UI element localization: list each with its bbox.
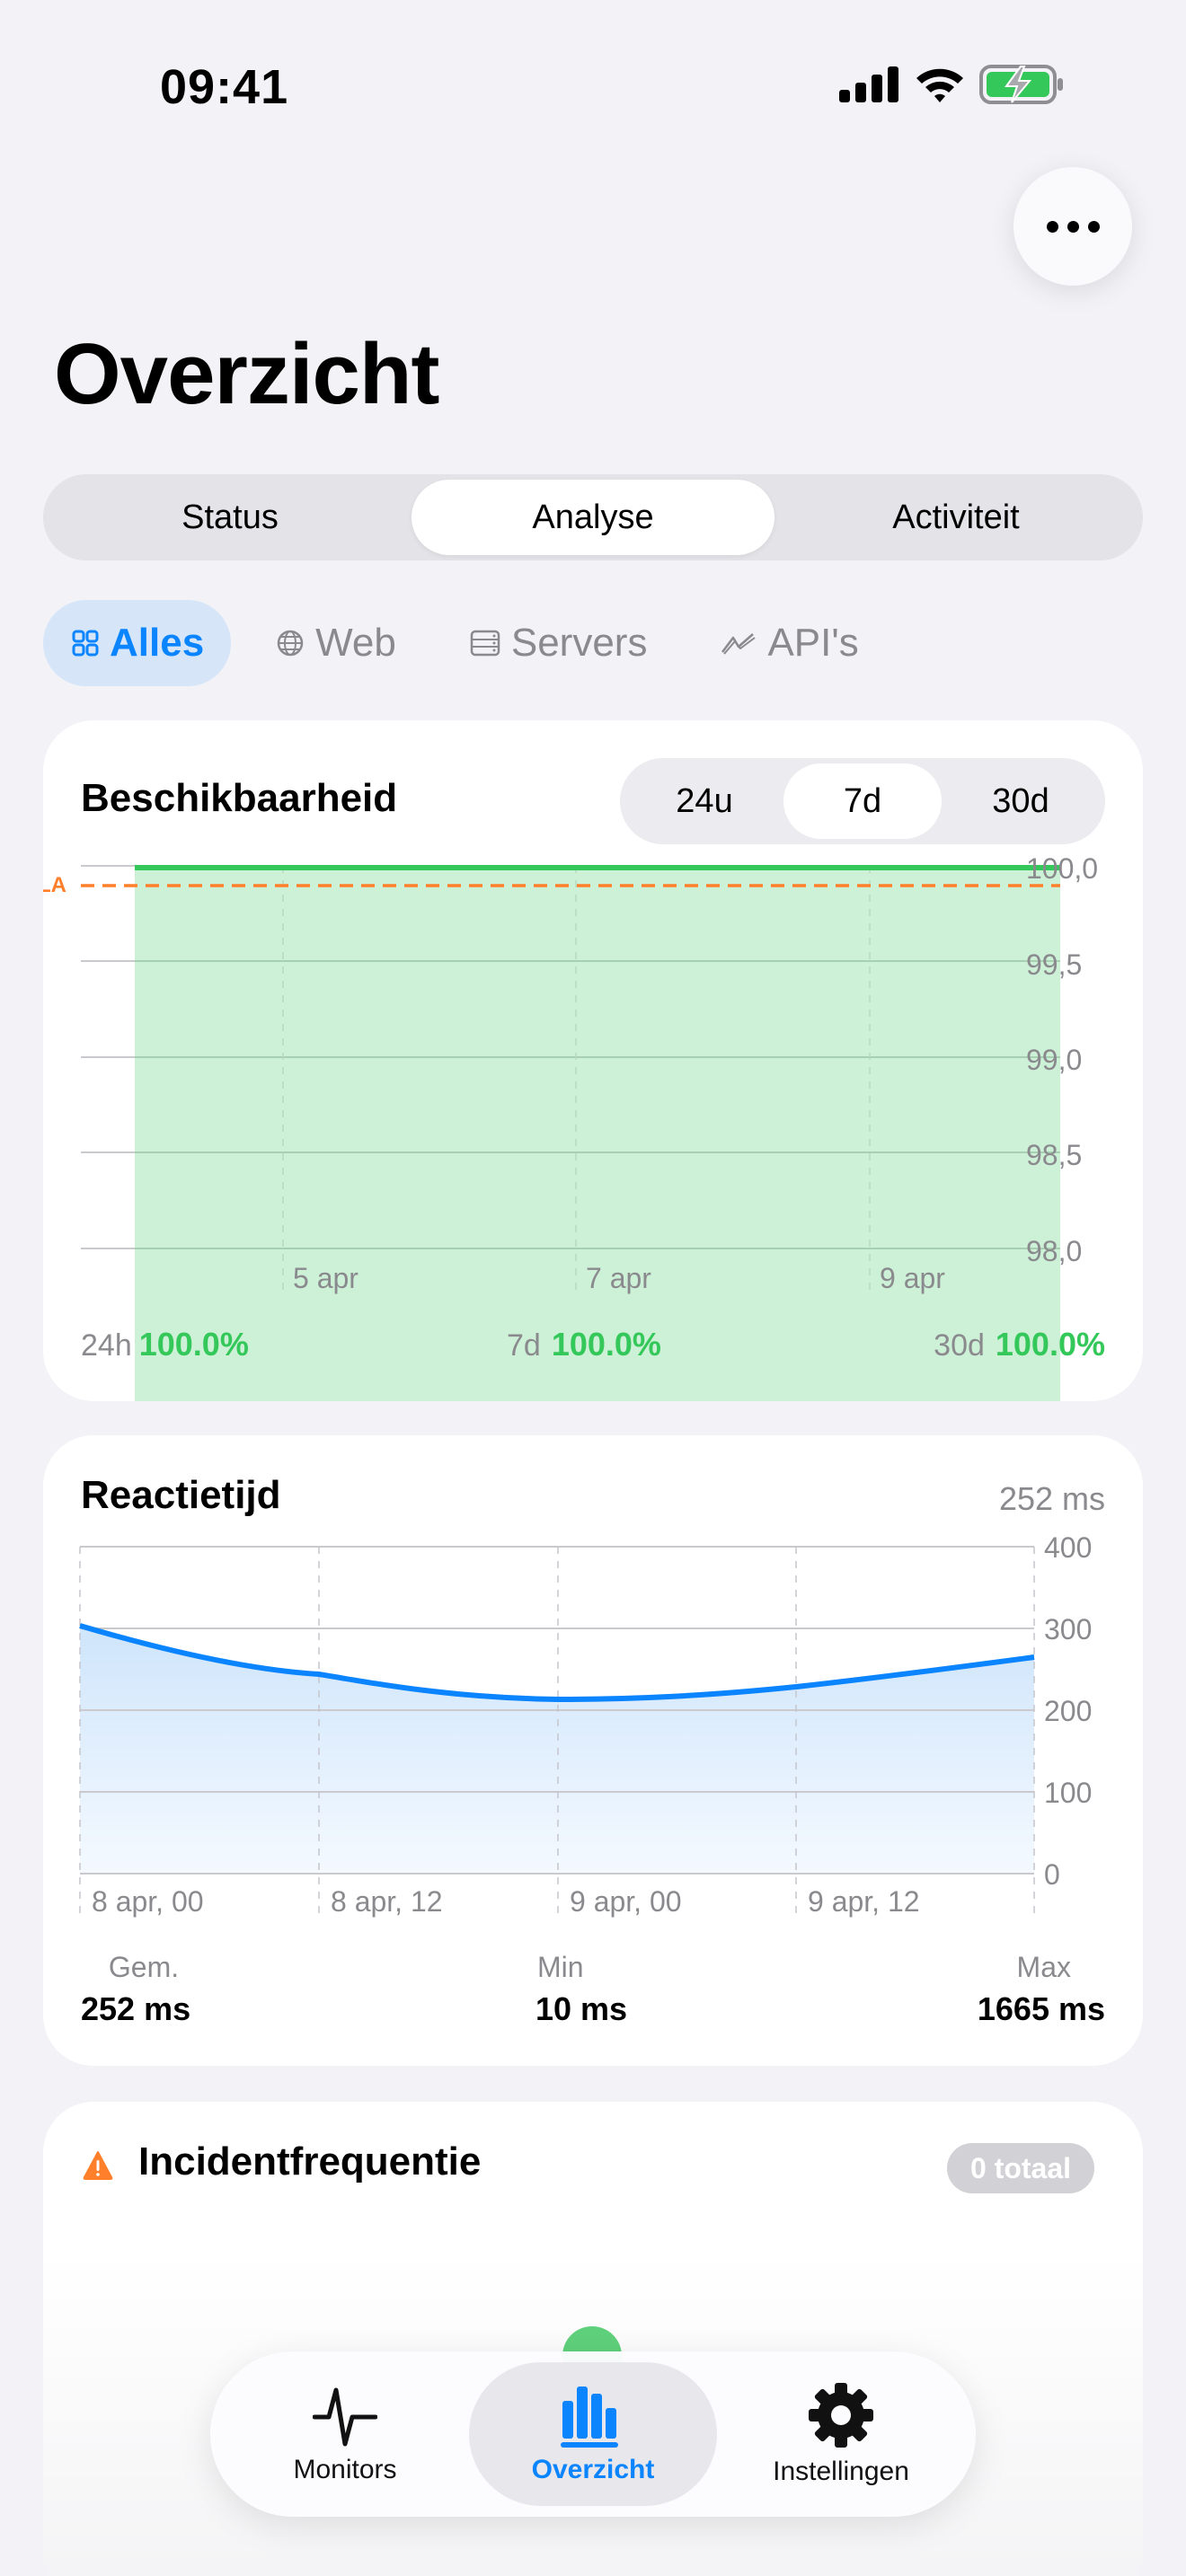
- view-segmented-control: Status Analyse Activiteit: [43, 474, 1143, 560]
- segment-status[interactable]: Status: [181, 498, 279, 536]
- more-button[interactable]: [1013, 167, 1132, 286]
- stat-avg-label: Gem.: [108, 1951, 180, 1983]
- svg-text:9 apr, 00: 9 apr, 00: [570, 1885, 682, 1918]
- grid-icon: [72, 630, 99, 657]
- svg-text:9 apr, 12: 9 apr, 12: [808, 1885, 920, 1918]
- summary-7d-label: 7d: [507, 1328, 541, 1363]
- sla-label: LA: [43, 873, 66, 897]
- range-30d[interactable]: 30d: [992, 781, 1049, 820]
- filter-apis[interactable]: API's: [692, 600, 887, 686]
- status-time: 09:41: [160, 60, 289, 114]
- stat-avg: Gem.: [81, 1951, 207, 1984]
- heartbeat-icon: [313, 2387, 377, 2447]
- svg-text:400: 400: [1044, 1531, 1092, 1564]
- filter-chips: Alles Web Servers API's: [43, 600, 888, 686]
- status-icons: [839, 65, 1066, 104]
- range-segmented-control: 24u 7d 30d: [620, 758, 1105, 844]
- svg-text:5 apr: 5 apr: [293, 1262, 358, 1294]
- svg-text:99,5: 99,5: [1026, 948, 1082, 981]
- cellular-signal-icon: [839, 66, 898, 102]
- battery-charging-icon: [979, 65, 1063, 104]
- summary-30d-label: 30d: [934, 1328, 985, 1363]
- stat-max-label: Max: [1016, 1951, 1071, 1983]
- stat-max-value: 1665 ms: [977, 1990, 1105, 2027]
- svg-text:98,5: 98,5: [1026, 1139, 1082, 1171]
- range-24u[interactable]: 24u: [676, 781, 733, 820]
- globe-icon: [277, 630, 304, 657]
- summary-30d: 30d 100.0%: [934, 1326, 1105, 1363]
- response-time-card: Reactietijd 252 ms 40: [43, 1435, 1143, 2066]
- segment-analyse[interactable]: Analyse: [412, 480, 774, 555]
- summary-30d-value: 100.0%: [995, 1326, 1105, 1363]
- svg-text:8 apr, 00: 8 apr, 00: [92, 1885, 204, 1918]
- tab-instellingen-label: Instellingen: [773, 2457, 909, 2486]
- response-current: 252 ms: [998, 1480, 1105, 1517]
- tab-monitors[interactable]: Monitors: [221, 2362, 469, 2506]
- summary-7d-value: 100.0%: [551, 1326, 661, 1363]
- stat-min: Min: [537, 1951, 584, 1984]
- bar-chart-icon: [561, 2386, 618, 2448]
- availability-chart: 100,0 99,5 99,0 98,5 98,0 5 apr 7 apr 9 …: [81, 852, 1098, 1401]
- svg-text:7 apr: 7 apr: [586, 1262, 651, 1294]
- wifi-icon: [916, 68, 963, 102]
- availability-title: Beschikbaarheid: [81, 776, 398, 820]
- api-icon: [721, 633, 757, 655]
- segment-activiteit[interactable]: Activiteit: [892, 498, 1020, 536]
- svg-text:100,0: 100,0: [1026, 852, 1098, 885]
- filter-alles-label: Alles: [110, 621, 205, 665]
- range-7d[interactable]: 7d: [783, 763, 942, 839]
- response-time-chart: 400 300 200 100 0 8 apr, 00 8 apr, 12 9 …: [79, 1531, 1092, 1918]
- page-title: Overzicht: [54, 326, 439, 422]
- server-icon: [470, 630, 500, 657]
- tab-monitors-label: Monitors: [293, 2455, 397, 2484]
- svg-text:200: 200: [1044, 1695, 1092, 1727]
- stat-min-label: Min: [537, 1951, 584, 1983]
- response-title: Reactietijd: [81, 1473, 281, 1517]
- gear-icon: [809, 2383, 873, 2448]
- more-icon: [1046, 220, 1058, 233]
- tab-instellingen[interactable]: Instellingen: [717, 2362, 965, 2506]
- svg-text:8 apr, 12: 8 apr, 12: [331, 1885, 443, 1918]
- filter-web-label: Web: [315, 621, 396, 665]
- stat-min-value: 10 ms: [535, 1990, 628, 2027]
- svg-text:9 apr: 9 apr: [880, 1262, 945, 1294]
- svg-text:98,0: 98,0: [1026, 1235, 1082, 1267]
- svg-text:300: 300: [1044, 1613, 1092, 1645]
- filter-servers[interactable]: Servers: [441, 600, 677, 686]
- svg-text:99,0: 99,0: [1026, 1044, 1082, 1076]
- tab-overzicht[interactable]: Overzicht: [469, 2362, 717, 2506]
- summary-24h-label: 24h: [81, 1328, 132, 1363]
- stat-max: Max: [925, 1951, 1105, 1984]
- filter-web[interactable]: Web: [247, 600, 425, 686]
- more-icon-dot: [1067, 220, 1079, 233]
- filter-apis-label: API's: [767, 621, 859, 665]
- filter-alles[interactable]: Alles: [43, 600, 232, 686]
- tab-bar: Monitors Overzicht Inst: [210, 2351, 976, 2517]
- stat-avg-value: 252 ms: [81, 1990, 191, 2027]
- incident-total-badge: 0 totaal: [947, 2143, 1095, 2193]
- more-icon-dot: [1087, 220, 1100, 233]
- summary-24h: 24h 100.0%: [81, 1326, 249, 1363]
- filter-servers-label: Servers: [510, 621, 648, 665]
- summary-7d: 7d 100.0%: [507, 1326, 661, 1363]
- summary-24h-value: 100.0%: [138, 1326, 249, 1363]
- svg-text:0: 0: [1044, 1858, 1060, 1891]
- svg-text:100: 100: [1044, 1777, 1092, 1809]
- incident-title: Incidentfrequentie: [138, 2139, 482, 2183]
- tab-overzicht-label: Overzicht: [531, 2455, 655, 2484]
- warning-icon: [83, 2151, 113, 2180]
- availability-card: Beschikbaarheid 24u 7d 30d: [43, 720, 1143, 1401]
